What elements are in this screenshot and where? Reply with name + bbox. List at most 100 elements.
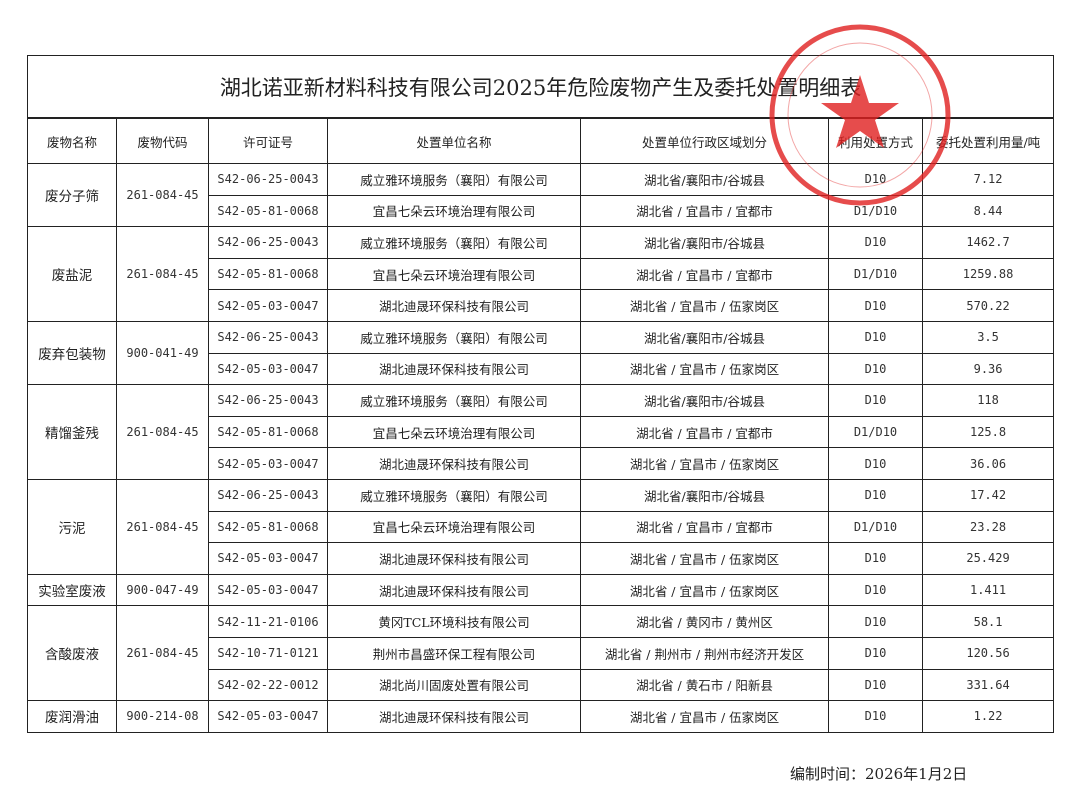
disposal-method: D10: [828, 636, 923, 670]
disposal-unit: 湖北尚川固废处置有限公司: [327, 668, 581, 702]
disposal-method: D10: [828, 320, 923, 354]
region: 湖北省/襄阳市/谷城县: [580, 163, 829, 196]
region: 湖北省 / 荆州市 / 荆州市经济开发区: [580, 636, 829, 670]
quantity: 7.12: [921, 163, 1055, 196]
region: 湖北省 / 宜昌市 / 宜都市: [580, 194, 829, 228]
region: 湖北省/襄阳市/谷城县: [580, 478, 829, 512]
quantity: 23.28: [921, 510, 1055, 544]
table-row: S42-10-71-0121 荆州市昌盛环保工程有限公司 湖北省 / 荆州市 / 荆…: [28, 636, 1055, 670]
quantity: 58.1: [921, 605, 1055, 638]
license-no: S42-10-71-0121: [208, 636, 328, 670]
disposal-unit: 黄冈TCL环境科技有限公司: [327, 605, 581, 638]
license-no: S42-05-81-0068: [208, 194, 328, 228]
disposal-method: D10: [828, 163, 923, 196]
quantity: 331.64: [921, 668, 1055, 702]
license-no: S42-05-03-0047: [208, 573, 328, 607]
header-disposal-unit: 处置单位名称: [327, 117, 581, 164]
disposal-method: D10: [828, 352, 923, 386]
header-waste-name: 废物名称: [27, 117, 117, 164]
table-row: 污泥 261-084-45 S42-06-25-0043 威立雅环境服务（襄阳）有限公…: [27, 478, 1055, 575]
table-row: S42-05-03-0047 湖北迪晟环保科技有限公司 湖北省 / 宜昌市 / 伍家…: [28, 447, 1055, 480]
license-no: S42-05-03-0047: [208, 289, 328, 322]
waste-code: 261-084-45: [116, 605, 209, 702]
disposal-method: D10: [828, 605, 923, 638]
disposal-unit: 湖北迪晟环保科技有限公司: [327, 352, 581, 386]
quantity: 1.411: [921, 573, 1055, 607]
disposal-method: D10: [828, 700, 923, 733]
table-row: 含酸废液 261-084-45 S42-11-21-0106 黄冈TCL环境科技有限公…: [27, 605, 1055, 702]
disposal-unit: 威立雅环境服务（襄阳）有限公司: [327, 384, 581, 417]
table-row: S42-05-03-0047 湖北迪晟环保科技有限公司 湖北省 / 宜昌市 / 伍家…: [28, 352, 1055, 386]
license-no: S42-05-03-0047: [208, 447, 328, 480]
quantity: 3.5: [921, 320, 1055, 354]
region: 湖北省 / 黄冈市 / 黄州区: [580, 605, 829, 638]
waste-code: 900-041-49: [116, 320, 209, 386]
disposal-method: D1/D10: [828, 257, 923, 291]
license-no: S42-05-81-0068: [208, 510, 328, 544]
header-disposal-method: 利用处置方式: [828, 117, 923, 164]
waste-name: 污泥: [27, 478, 117, 575]
waste-code: 261-084-45: [116, 162, 209, 228]
region: 湖北省/襄阳市/谷城县: [580, 384, 829, 417]
disposal-unit: 威立雅环境服务（襄阳）有限公司: [327, 478, 581, 512]
document-table: 湖北诺亚新材料科技有限公司2025年危险废物产生及委托处置明细表 废物名称 废物代…: [26, 55, 1055, 733]
disposal-unit: 湖北迪晟环保科技有限公司: [327, 700, 581, 733]
region: 湖北省 / 宜昌市 / 伍家岗区: [580, 700, 829, 733]
region: 湖北省 / 黄石市 / 阳新县: [580, 668, 829, 702]
table-row: 废弃包装物 900-041-49 S42-06-25-0043 威立雅环境服务（襄阳）…: [27, 320, 1055, 386]
table-row: S42-02-22-0012 湖北尚川固废处置有限公司 湖北省 / 黄石市 / 阳新…: [28, 668, 1055, 702]
region: 湖北省 / 宜昌市 / 伍家岗区: [580, 352, 829, 386]
disposal-unit: 湖北迪晟环保科技有限公司: [327, 542, 581, 575]
quantity: 25.429: [921, 542, 1055, 575]
waste-code: 261-084-45: [116, 226, 209, 322]
license-no: S42-05-03-0047: [208, 700, 328, 733]
disposal-method: D1/D10: [828, 194, 923, 228]
header-waste-code: 废物代码: [116, 117, 209, 164]
waste-name: 精馏釜残: [27, 384, 117, 480]
region: 湖北省 / 宜昌市 / 伍家岗区: [580, 447, 829, 480]
quantity: 125.8: [921, 415, 1055, 449]
waste-name: 废分子筛: [27, 162, 117, 228]
license-no: S42-02-22-0012: [208, 668, 328, 702]
waste-code: 900-047-49: [116, 573, 209, 607]
quantity: 1.22: [921, 700, 1055, 733]
waste-code: 900-214-08: [116, 700, 209, 733]
header-quantity: 委托处置利用量/吨: [921, 117, 1055, 164]
region: 湖北省 / 宜昌市 / 伍家岗区: [580, 289, 829, 322]
table-row: 实验室废液 900-047-49 S42-05-03-0047 湖北迪晟环保科技有限公…: [27, 573, 1055, 607]
disposal-method: D10: [828, 384, 923, 417]
license-no: S42-06-25-0043: [208, 163, 328, 196]
license-no: S42-06-25-0043: [208, 320, 328, 354]
quantity: 9.36: [921, 352, 1055, 386]
region: 湖北省 / 宜昌市 / 伍家岗区: [580, 573, 829, 607]
license-no: S42-05-81-0068: [208, 257, 328, 291]
region: 湖北省 / 宜昌市 / 伍家岗区: [580, 542, 829, 575]
table-row: S42-05-81-0068 宜昌七朵云环境治理有限公司 湖北省 / 宜昌市 / 宜…: [28, 415, 1055, 449]
table-row: 废盐泥 261-084-45 S42-06-25-0043 威立雅环境服务（襄阳）有限…: [27, 226, 1055, 322]
disposal-method: D10: [828, 573, 923, 607]
disposal-unit: 宜昌七朵云环境治理有限公司: [327, 510, 581, 544]
disposal-method: D1/D10: [828, 510, 923, 544]
waste-name: 废润滑油: [27, 700, 117, 733]
table-row: 废润滑油 900-214-08 S42-05-03-0047 湖北迪晟环保科技有限公司…: [27, 700, 1055, 733]
disposal-unit: 宜昌七朵云环境治理有限公司: [327, 194, 581, 228]
region: 湖北省/襄阳市/谷城县: [580, 320, 829, 354]
license-no: S42-05-03-0047: [208, 542, 328, 575]
region: 湖北省 / 宜昌市 / 宜都市: [580, 257, 829, 291]
quantity: 118: [921, 384, 1055, 417]
disposal-unit: 宜昌七朵云环境治理有限公司: [327, 257, 581, 291]
region: 湖北省 / 宜昌市 / 宜都市: [580, 415, 829, 449]
quantity: 8.44: [921, 194, 1055, 228]
quantity: 1259.88: [921, 257, 1055, 291]
table-row: S42-05-03-0047 湖北迪晟环保科技有限公司 湖北省 / 宜昌市 / 伍家…: [28, 289, 1055, 322]
disposal-unit: 威立雅环境服务（襄阳）有限公司: [327, 320, 581, 354]
waste-code: 261-084-45: [116, 478, 209, 575]
quantity: 36.06: [921, 447, 1055, 480]
table-row: S42-05-81-0068 宜昌七朵云环境治理有限公司 湖北省 / 宜昌市 / 宜…: [28, 257, 1055, 291]
license-no: S42-05-03-0047: [208, 352, 328, 386]
waste-name: 废弃包装物: [27, 320, 117, 386]
table-row: 精馏釜残 261-084-45 S42-06-25-0043 威立雅环境服务（襄阳）有…: [27, 384, 1055, 480]
disposal-unit: 湖北迪晟环保科技有限公司: [327, 289, 581, 322]
disposal-method: D10: [828, 289, 923, 322]
license-no: S42-06-25-0043: [208, 478, 328, 512]
